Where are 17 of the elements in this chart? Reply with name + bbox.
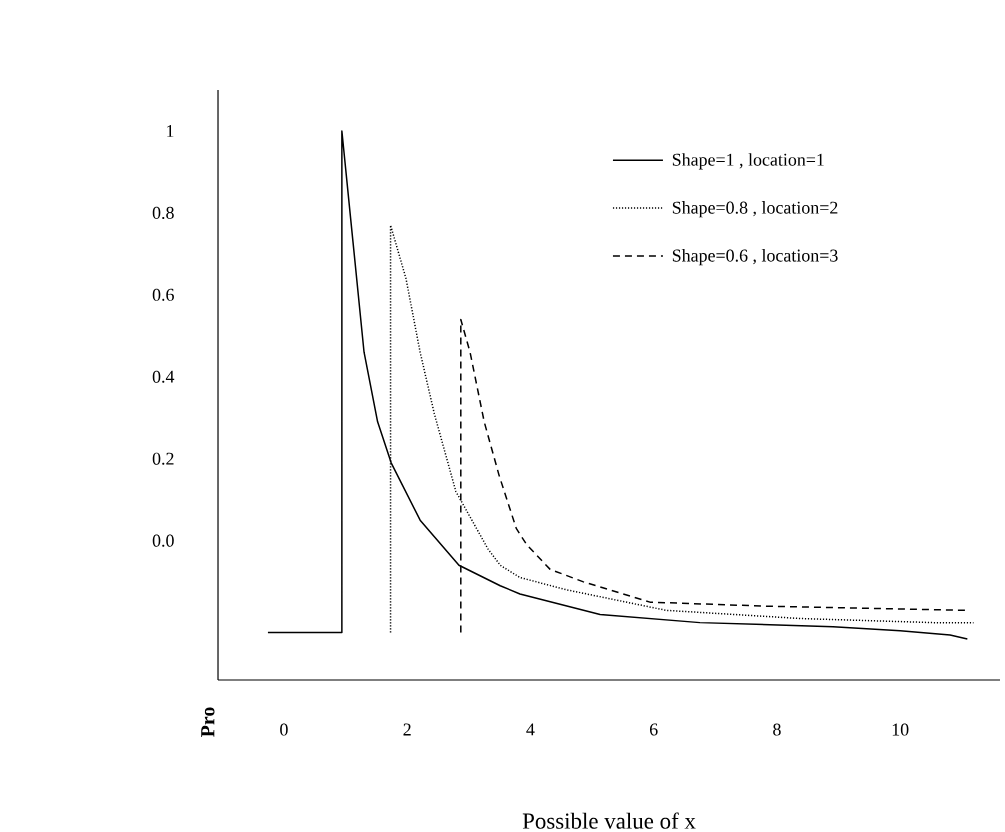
y-axis-title: Pro bbox=[201, 707, 215, 737]
y-tick-label: 0.6 bbox=[152, 288, 174, 301]
y-tick-label: 0.2 bbox=[152, 452, 174, 465]
x-tick-label: 4 bbox=[526, 723, 535, 736]
x-tick-label: 6 bbox=[649, 723, 658, 736]
y-tick-label: 0.0 bbox=[152, 534, 174, 547]
y-tick-label: 0.8 bbox=[152, 206, 174, 219]
legend-label: Shape=1 , location=1 bbox=[672, 153, 824, 170]
legend-label: Shape=0.6 , location=3 bbox=[672, 248, 838, 266]
x-axis-title: Possible value of x bbox=[522, 812, 696, 829]
y-tick-label: 1 bbox=[167, 124, 174, 137]
x-tick-label: 0 bbox=[280, 723, 288, 736]
x-tick-label: 2 bbox=[403, 723, 411, 736]
y-tick-label: 0.4 bbox=[152, 370, 175, 383]
x-tick-label: 8 bbox=[773, 723, 781, 736]
legend-label: Shape=0.8 , location=2 bbox=[672, 201, 838, 218]
x-tick-label: 10 bbox=[892, 723, 909, 736]
